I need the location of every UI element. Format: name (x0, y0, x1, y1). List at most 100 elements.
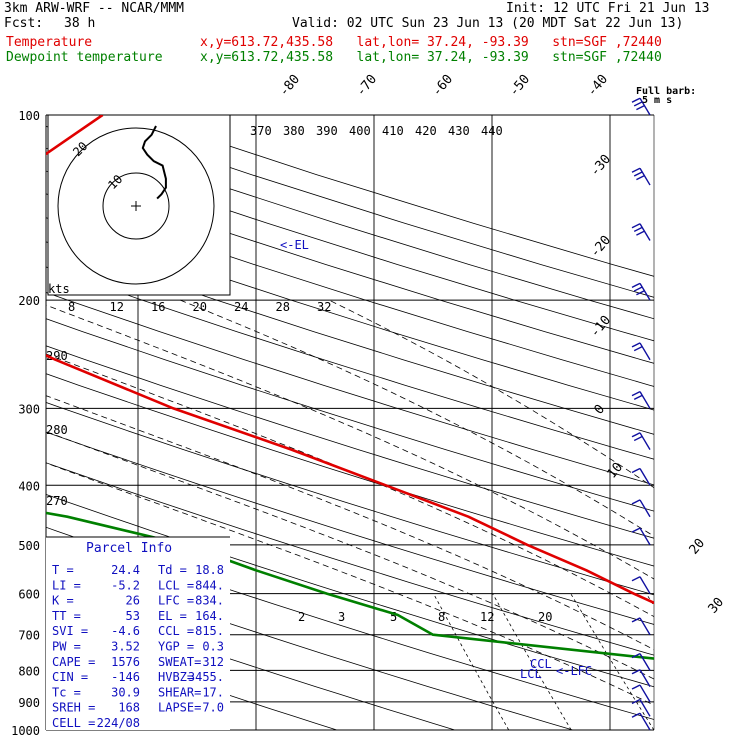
wind-barb (639, 499, 651, 518)
parcel-field-label: YGP = (158, 640, 194, 654)
parcel-field-label: LAPSE= (158, 701, 201, 715)
lcl-marker-label: LCL (520, 667, 542, 681)
lfc-marker-label: <-LFC (556, 664, 592, 678)
init-time: Init: 12 UTC Fri 21 Jun 13 (506, 1, 710, 16)
parcel-field-value: 224/08 (97, 716, 140, 730)
wind-barb-flag (631, 684, 641, 690)
theta-tick-label: 420 (415, 124, 437, 138)
isotherm-tick-label: 10 (605, 460, 627, 482)
dry-adiabat-line (46, 431, 654, 625)
isotherm-tick-label: -80 (277, 72, 304, 100)
el-marker-label: <-EL (280, 238, 309, 252)
theta-tick-label: 290 (46, 349, 68, 363)
wind-barb-flag (633, 101, 643, 107)
pressure-tick-label: 1000 (11, 724, 40, 738)
pressure-tick-label: 200 (18, 294, 40, 308)
parcel-field-label: Td = (158, 563, 187, 577)
parcel-field-value: 834. (195, 594, 224, 608)
parcel-field-value: 815. (195, 624, 224, 638)
wind-barb-flag (631, 652, 641, 659)
wind-barb (639, 391, 651, 409)
forecast-hour: 38 h (64, 16, 96, 31)
theta-tick-label: 380 (283, 124, 305, 138)
parcel-field-value: 312 (202, 655, 224, 669)
wind-barb-flag (636, 290, 645, 296)
wind-barb-flag (631, 712, 641, 718)
wind-barb (639, 97, 651, 116)
wind-barb-flag (631, 432, 641, 438)
parcel-field-label: SREH = (52, 701, 95, 715)
theta-tick-label: 430 (448, 124, 470, 138)
wind-barb (639, 342, 651, 361)
parcel-field-label: K = (52, 594, 74, 608)
wind-barb-flag (633, 435, 643, 442)
hodo-units-label: kts (48, 282, 70, 296)
dry-adiabat-line (46, 217, 654, 411)
dry-adiabat-line (46, 291, 654, 486)
isotherm-tick-label: -60 (430, 72, 457, 100)
wind-barb (639, 167, 651, 186)
barb-legend-line2: 5 m s (642, 95, 672, 106)
parcel-field-label: SVI = (52, 624, 88, 638)
hodograph-frame (47, 114, 231, 296)
hodo-ring-20 (57, 127, 215, 285)
hodo-speed-label: 16 (151, 300, 165, 314)
barb-legend-line1: Full barb: (636, 86, 696, 97)
parcel-field-value: 24.4 (111, 563, 140, 577)
parcel-field-label: CIN = (52, 670, 88, 684)
parcel-field-label: PW = (52, 640, 81, 654)
isotherm-tick-label: -70 (354, 72, 381, 100)
mixing-ratio-label: 3 (338, 610, 345, 624)
legend-temperature-label: Temperature (6, 35, 93, 50)
dry-adiabat-line (46, 318, 654, 512)
wind-barb (639, 669, 651, 687)
parcel-field-label: TT = (52, 609, 81, 623)
parcel-field-label: CCL = (158, 624, 194, 638)
wind-barb-flag (631, 167, 641, 173)
parcel-field-value: 53 (126, 609, 140, 623)
parcel-field-label: CELL = (52, 716, 95, 730)
parcel-field-value: -4.6 (111, 624, 140, 638)
wind-barb-flag (631, 499, 641, 505)
mixing-ratio-label: 8 (438, 610, 445, 624)
wind-barb-flag (631, 391, 641, 397)
pressure-tick-label: 600 (18, 588, 40, 602)
mixing-ratio-label: 2 (298, 610, 305, 624)
wind-barb-flag (633, 286, 643, 292)
pressure-tick-label: 800 (18, 664, 40, 678)
theta-tick-label: 280 (46, 423, 68, 437)
hodo-speed-label: 28 (276, 300, 290, 314)
wind-barb-flag (633, 226, 643, 233)
parcel-field-value: -146 (111, 670, 140, 684)
parcel-field-label: T = (52, 563, 74, 577)
wind-barb-flag (631, 527, 641, 533)
theta-tick-label: 400 (349, 124, 371, 138)
wind-barb (639, 223, 651, 241)
parcel-field-value: 0.3 (202, 640, 224, 654)
parcel-field-value: 3.52 (111, 640, 140, 654)
hodo-speed-label: 8 (68, 300, 75, 314)
parcel-field-value: 18.8 (195, 563, 224, 577)
parcel-field-value: 1576 (111, 655, 140, 669)
mixing-ratio-line (645, 593, 654, 607)
wind-barb-flag (631, 467, 641, 474)
moist-adiabat-line (180, 299, 654, 537)
theta-tick-label: 440 (481, 124, 503, 138)
wind-barb-flag (631, 669, 641, 675)
wind-barb (639, 617, 651, 636)
parcel-field-label: LFC = (158, 594, 194, 608)
hodo-speed-label: 20 (193, 300, 207, 314)
wind-barb (639, 527, 651, 546)
parcel-field-value: 30.9 (111, 685, 140, 699)
pressure-tick-label: 400 (18, 479, 40, 493)
parcel-field-value: 168 (118, 701, 140, 715)
parcel-field-label: Tc = (52, 685, 81, 699)
wind-barb (639, 576, 651, 594)
theta-tick-label: 390 (316, 124, 338, 138)
wind-barb (639, 699, 651, 717)
wind-barb (639, 282, 651, 301)
isotherm-tick-label: -50 (507, 72, 534, 100)
dry-adiabat-line (46, 266, 654, 460)
parcel-field-label: SWEAT= (158, 655, 201, 669)
hodo-speed-label: 32 (317, 300, 331, 314)
